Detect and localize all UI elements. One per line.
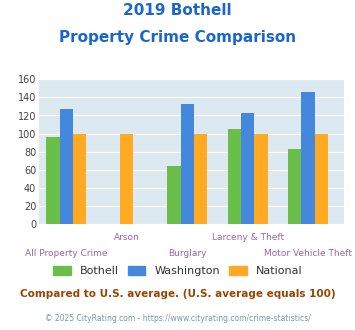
Text: Arson: Arson (114, 233, 140, 242)
Text: © 2025 CityRating.com - https://www.cityrating.com/crime-statistics/: © 2025 CityRating.com - https://www.city… (45, 314, 310, 323)
Bar (180, 104, 194, 224)
Bar (228, 129, 241, 224)
Bar (46, 137, 60, 224)
Text: Compared to U.S. average. (U.S. average equals 100): Compared to U.S. average. (U.S. average … (20, 289, 335, 299)
Bar (120, 134, 133, 224)
Bar (167, 166, 180, 224)
Bar (241, 113, 254, 224)
Bar (288, 149, 301, 224)
Text: Property Crime Comparison: Property Crime Comparison (59, 30, 296, 45)
Text: Motor Vehicle Theft: Motor Vehicle Theft (264, 249, 352, 258)
Bar (194, 134, 207, 224)
Bar (73, 134, 86, 224)
Bar (301, 92, 315, 224)
Bar (254, 134, 268, 224)
Bar (315, 134, 328, 224)
Text: All Property Crime: All Property Crime (25, 249, 108, 258)
Text: Burglary: Burglary (168, 249, 206, 258)
Text: Larceny & Theft: Larceny & Theft (212, 233, 284, 242)
Legend: Bothell, Washington, National: Bothell, Washington, National (49, 261, 306, 280)
Text: 2019 Bothell: 2019 Bothell (123, 3, 232, 18)
Bar (60, 109, 73, 224)
